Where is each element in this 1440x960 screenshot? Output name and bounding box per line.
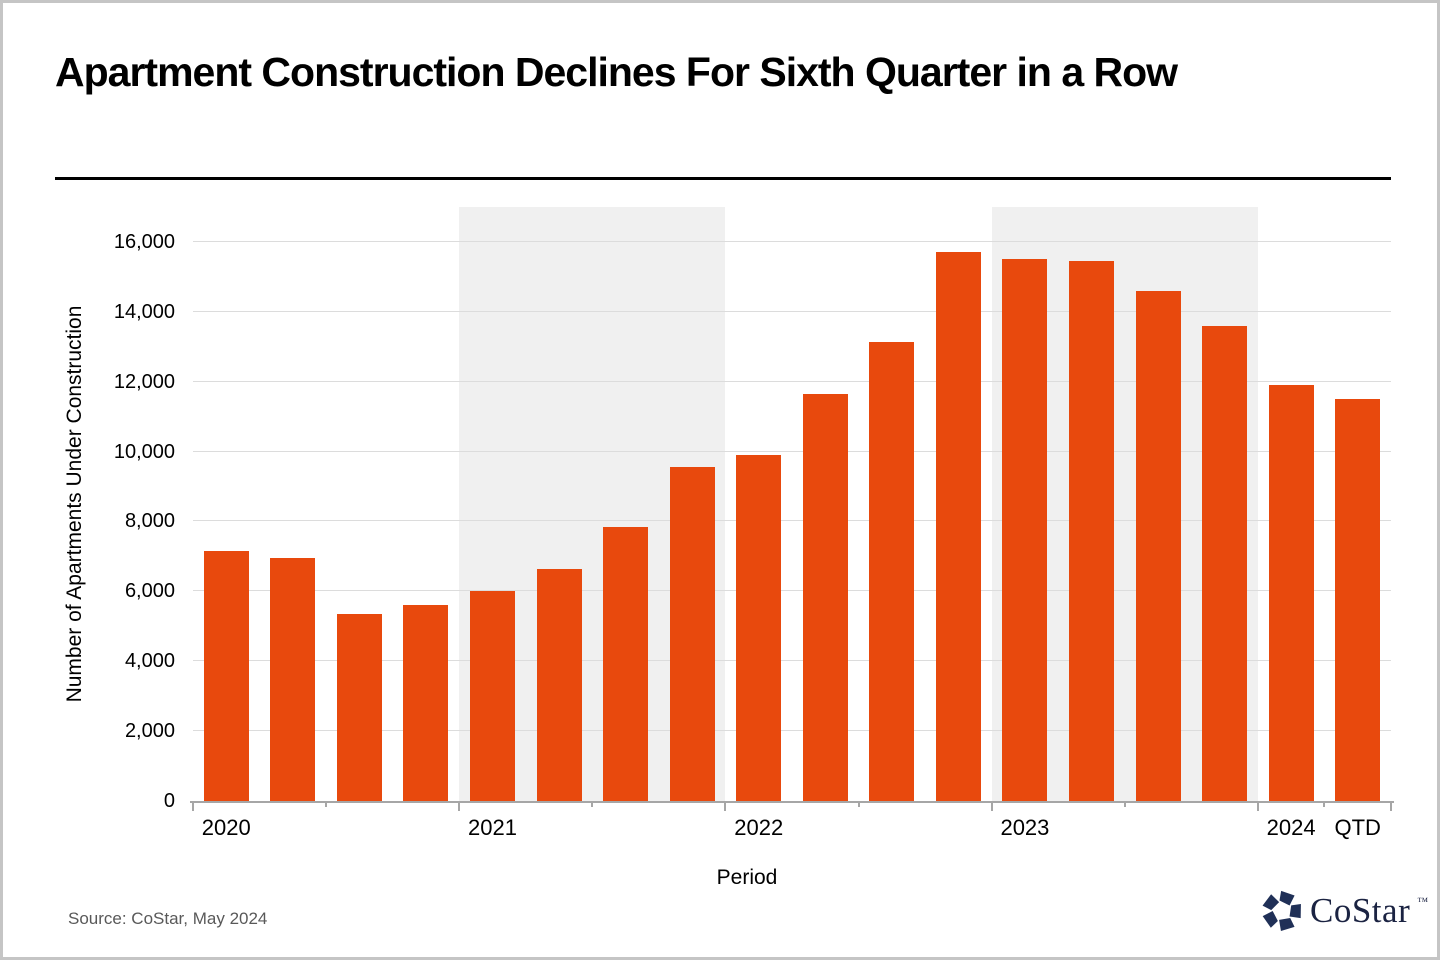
x-axis-title: Period — [716, 866, 778, 889]
bar — [669, 467, 715, 801]
x-axis-major-tick — [458, 801, 461, 811]
bar — [1335, 399, 1381, 801]
bar — [270, 558, 316, 801]
bar — [1135, 290, 1181, 801]
y-tick-label: 12,000 — [113, 370, 175, 393]
y-tick-label: 6,000 — [124, 580, 175, 603]
chart-title: Apartment Construction Declines For Sixt… — [55, 49, 1178, 95]
x-axis-label-2020: 2020 — [201, 815, 251, 840]
x-axis-major-tick — [724, 801, 727, 811]
bar — [935, 252, 981, 801]
source-note: Source: CoStar, May 2024 — [68, 909, 268, 928]
x-axis-major-tick — [1390, 801, 1392, 811]
x-axis-minor-tick — [1323, 801, 1326, 807]
bar — [736, 455, 782, 801]
gridline-14000 — [193, 310, 1391, 312]
gridline-4000 — [193, 660, 1391, 662]
bar — [603, 526, 649, 801]
gridline-6000 — [193, 590, 1391, 592]
x-axis-minor-tick — [325, 801, 328, 807]
bar — [1268, 385, 1314, 801]
gridline-2000 — [193, 730, 1391, 732]
bar — [1202, 325, 1248, 801]
x-axis-label-2024: 2024 — [1266, 815, 1316, 840]
bar — [1069, 261, 1114, 801]
y-tick-label: 14,000 — [113, 300, 175, 323]
y-axis-title: Number of Apartments Under Construction — [63, 305, 86, 703]
plot-area — [190, 207, 1394, 811]
x-axis-label-QTD: QTD — [1334, 815, 1381, 840]
costar-logo-icon — [1262, 890, 1301, 931]
x-axis-line — [190, 801, 1394, 803]
trademark-symbol: ™ — [1417, 896, 1429, 908]
gridline-16000 — [193, 240, 1391, 242]
costar-logo: CoStar ™ — [1261, 887, 1428, 935]
x-axis-label-2021: 2021 — [468, 815, 517, 840]
y-tick-label: 8,000 — [124, 510, 175, 533]
bar — [802, 393, 848, 801]
x-axis-minor-tick — [1123, 801, 1126, 807]
y-tick-label: 10,000 — [113, 440, 175, 463]
x-axis-minor-tick — [857, 801, 860, 807]
gridline-8000 — [193, 520, 1391, 522]
title-divider — [55, 177, 1391, 180]
y-tick-label: 4,000 — [124, 650, 175, 673]
gridline-12000 — [193, 380, 1391, 382]
x-axis-label-2022: 2022 — [734, 815, 784, 840]
bar — [470, 591, 515, 801]
bar — [203, 551, 249, 801]
y-tick-label: 16,000 — [113, 230, 175, 253]
bar — [536, 568, 582, 801]
x-axis-major-tick — [990, 801, 993, 811]
x-axis-minor-tick — [591, 801, 594, 807]
y-tick-label: 2,000 — [124, 720, 175, 743]
x-axis-major-tick — [192, 801, 194, 811]
bar — [336, 614, 382, 801]
bar — [869, 341, 915, 801]
y-tick-label: 0 — [163, 790, 175, 812]
x-axis-label-2023: 2023 — [1000, 815, 1050, 840]
costar-logo-wordmark: CoStar — [1310, 891, 1411, 930]
gridline-10000 — [193, 450, 1391, 452]
x-axis-major-tick — [1256, 801, 1259, 811]
bar — [1002, 259, 1048, 801]
bar — [403, 605, 449, 801]
